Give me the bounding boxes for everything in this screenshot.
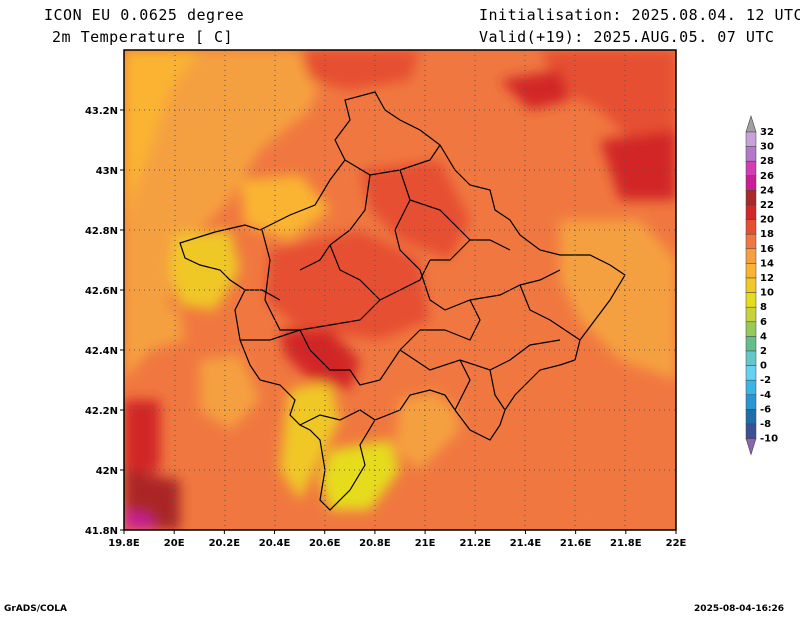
colorbar-segment (745, 175, 757, 191)
lat-tick-label: 42N (96, 466, 118, 477)
lon-tick-label: 22E (666, 538, 687, 549)
lat-tick-label: 43N (96, 166, 118, 177)
map-title-variable: 2m Temperature [ C] (52, 28, 234, 46)
colorbar-segment (745, 306, 757, 323)
colorbar-segment (745, 219, 757, 235)
colorbar-underflow-arrow (745, 438, 757, 456)
colorbar-segment (745, 277, 757, 293)
lon-tick-label: 21.4E (510, 538, 542, 549)
lon-tick-label: 20.4E (259, 538, 291, 549)
colorbar-label: -6 (760, 404, 771, 415)
colorbar-label: 4 (760, 331, 767, 342)
colorbar-label: 26 (760, 171, 774, 182)
colorbar-segment (745, 131, 757, 147)
lon-tick-label: 20.6E (309, 538, 341, 549)
colorbar-label: 10 (760, 288, 774, 299)
colorbar-label: 16 (760, 244, 774, 255)
lat-tick-label: 43.2N (85, 106, 118, 117)
valid-time: Valid(+19): 2025.AUG.05. 07 UTC (479, 28, 775, 46)
colorbar-segment (745, 146, 757, 162)
colorbar-label: 28 (760, 156, 774, 167)
colorbar-segment (745, 190, 757, 206)
colorbar-segment (745, 409, 757, 425)
colorbar-segment (745, 248, 757, 264)
colorbar-segment (745, 350, 757, 366)
lon-tick-label: 21.6E (560, 538, 592, 549)
colorbar-overflow-arrow (745, 114, 757, 133)
graticule (124, 50, 676, 530)
colorbar-segment (745, 204, 757, 220)
longitude-axis: 19.8E 20E 20.2E 20.4E 20.6E 20.8E 21E 21.2E 21.4… (108, 530, 687, 549)
colorbar-segment (745, 336, 757, 352)
colorbar-segment (745, 160, 757, 177)
colorbar-segment (745, 321, 757, 337)
colorbar-segment (745, 423, 757, 439)
footer-software: GrADS/COLA (4, 604, 67, 614)
colorbar-segment (745, 292, 757, 308)
lat-tick-label: 42.6N (85, 286, 118, 297)
colorbar-segment (745, 263, 757, 279)
colorbar-label: 24 (760, 185, 774, 196)
lat-tick-label: 42.4N (85, 346, 118, 357)
colorbar-label: -2 (760, 375, 771, 386)
lon-tick-label: 21E (415, 538, 436, 549)
colorbar-segment (745, 365, 757, 381)
colorbar-label: 8 (760, 302, 767, 313)
colorbar-label: 6 (760, 317, 767, 328)
lon-tick-label: 21.2E (460, 538, 492, 549)
initialisation-time: Initialisation: 2025.08.04. 12 UTC (479, 6, 800, 24)
colorbar-label: -4 (760, 390, 771, 401)
colorbar-label: 2 (760, 346, 767, 357)
lon-tick-label: 20.2E (209, 538, 241, 549)
colorbar-label: 32 (760, 127, 774, 138)
map-title-model: ICON EU 0.0625 degree (44, 6, 245, 24)
lon-tick-label: 20.8E (359, 538, 391, 549)
colorbar-label: 18 (760, 229, 774, 240)
lat-tick-label: 41.8N (85, 526, 118, 537)
colorbar-segment (745, 233, 757, 250)
colorbar-label: 0 (760, 361, 767, 372)
latitude-axis: 41.8N 42N 42.2N 42.4N 42.6N 42.8N 43N 43.2N (85, 106, 124, 537)
colorbar-label: 20 (760, 215, 774, 226)
colorbar-label: 22 (760, 200, 774, 211)
colorbar-label: 30 (760, 142, 774, 153)
lon-tick-label: 19.8E (108, 538, 140, 549)
lon-tick-label: 20E (164, 538, 185, 549)
footer-timestamp: 2025-08-04-16:26 (694, 604, 784, 614)
colorbar-label: 14 (760, 258, 774, 269)
colorbar-label: 12 (760, 273, 774, 284)
colorbar-segment (745, 379, 757, 396)
colorbar-label: -8 (760, 419, 771, 430)
lat-tick-label: 42.8N (85, 226, 118, 237)
colorbar-segment (745, 394, 757, 410)
lon-tick-label: 21.8E (610, 538, 642, 549)
lat-tick-label: 42.2N (85, 406, 118, 417)
colorbar-label: -10 (760, 434, 778, 445)
